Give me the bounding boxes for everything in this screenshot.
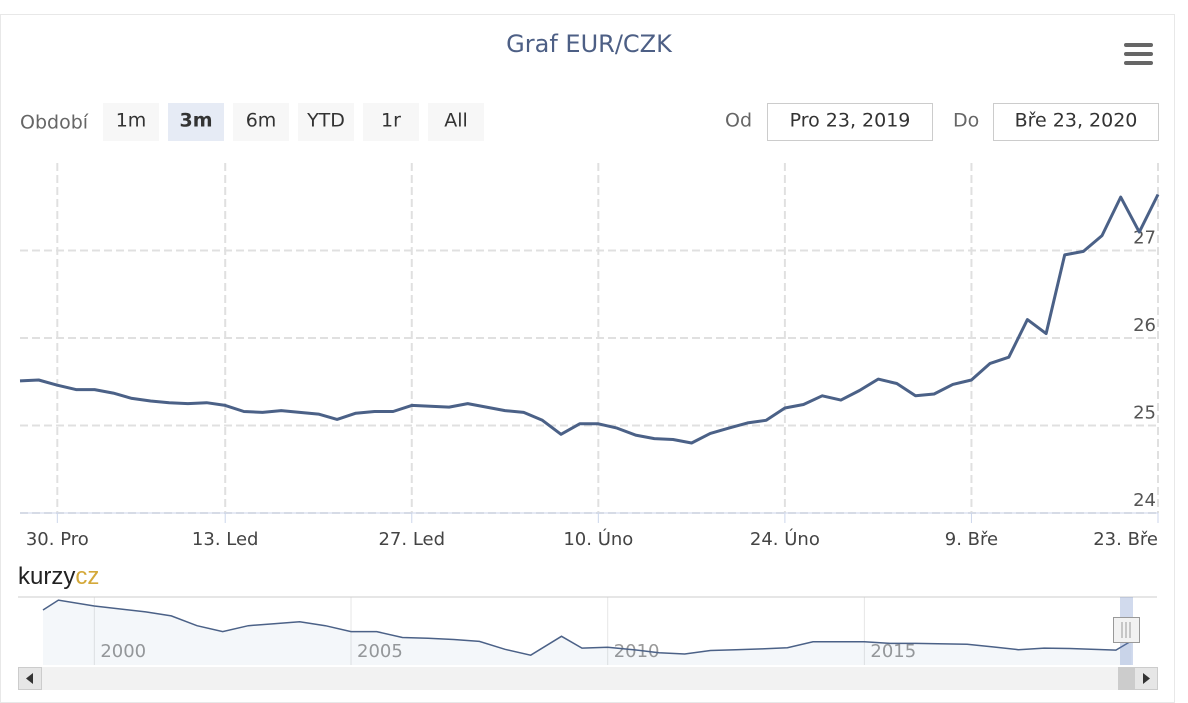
price-line — [19, 193, 1160, 445]
from-label: Od — [725, 110, 752, 132]
navigator-tick-label: 2005 — [357, 641, 403, 662]
range-button-label: All — [444, 110, 468, 132]
x-tick-label: 10. Úno — [563, 528, 633, 550]
y-tick-label: 24 — [1133, 490, 1156, 511]
scrollbar — [18, 667, 1158, 690]
navigator-tick-label: 2000 — [100, 641, 146, 662]
range-button-label: 3m — [179, 110, 212, 132]
range-button[interactable] — [428, 103, 484, 141]
to-value: Bře 23, 2020 — [1015, 110, 1138, 132]
range-button-label: 1r — [381, 110, 401, 132]
y-tick-label: 25 — [1133, 403, 1156, 424]
arrow — [1143, 673, 1150, 684]
y-tick-label: 27 — [1133, 228, 1156, 249]
range-button-label: YTD — [306, 110, 345, 132]
scroll-track — [18, 667, 1158, 690]
x-tick-label: 13. Led — [192, 529, 259, 550]
range-button-label: 1m — [116, 110, 147, 132]
x-tick-label: 24. Úno — [750, 528, 820, 550]
navigator-tick-label: 2010 — [614, 641, 660, 662]
menu-button[interactable] — [1124, 43, 1153, 65]
menu-bar — [1124, 43, 1153, 47]
x-tick-label: 23. Bře — [1093, 529, 1158, 550]
x-tick-label: 27. Led — [378, 529, 445, 550]
logo-part: kurzy — [18, 563, 75, 590]
x-tick-label: 30. Pro — [26, 529, 89, 550]
menu-bar — [1124, 52, 1153, 56]
chart-title: Graf EUR/CZK — [506, 30, 673, 58]
range-button[interactable] — [168, 103, 224, 141]
range-button[interactable] — [363, 103, 419, 141]
navigator-line — [42, 599, 1132, 656]
navigator-bg — [18, 597, 1157, 665]
arrow — [26, 673, 33, 684]
x-tick-label: 9. Bře — [945, 529, 998, 550]
logo-part: cz — [75, 563, 99, 590]
from-value: Pro 23, 2019 — [790, 110, 911, 132]
navigator-area — [43, 600, 1132, 665]
range-button[interactable] — [298, 103, 354, 141]
range-label: Období — [20, 112, 89, 134]
range-button[interactable] — [103, 103, 159, 141]
logo: kurzycz — [18, 563, 99, 590]
y-tick-label: 26 — [1133, 315, 1156, 336]
navigator-tick-label: 2015 — [870, 641, 916, 662]
range-button-label: 6m — [246, 110, 277, 132]
to-input[interactable] — [993, 103, 1159, 141]
from-input[interactable] — [767, 103, 933, 141]
range-button[interactable] — [233, 103, 289, 141]
menu-bar — [1124, 61, 1153, 65]
scroll-thumb[interactable] — [1118, 667, 1134, 690]
to-label: Do — [953, 110, 979, 132]
